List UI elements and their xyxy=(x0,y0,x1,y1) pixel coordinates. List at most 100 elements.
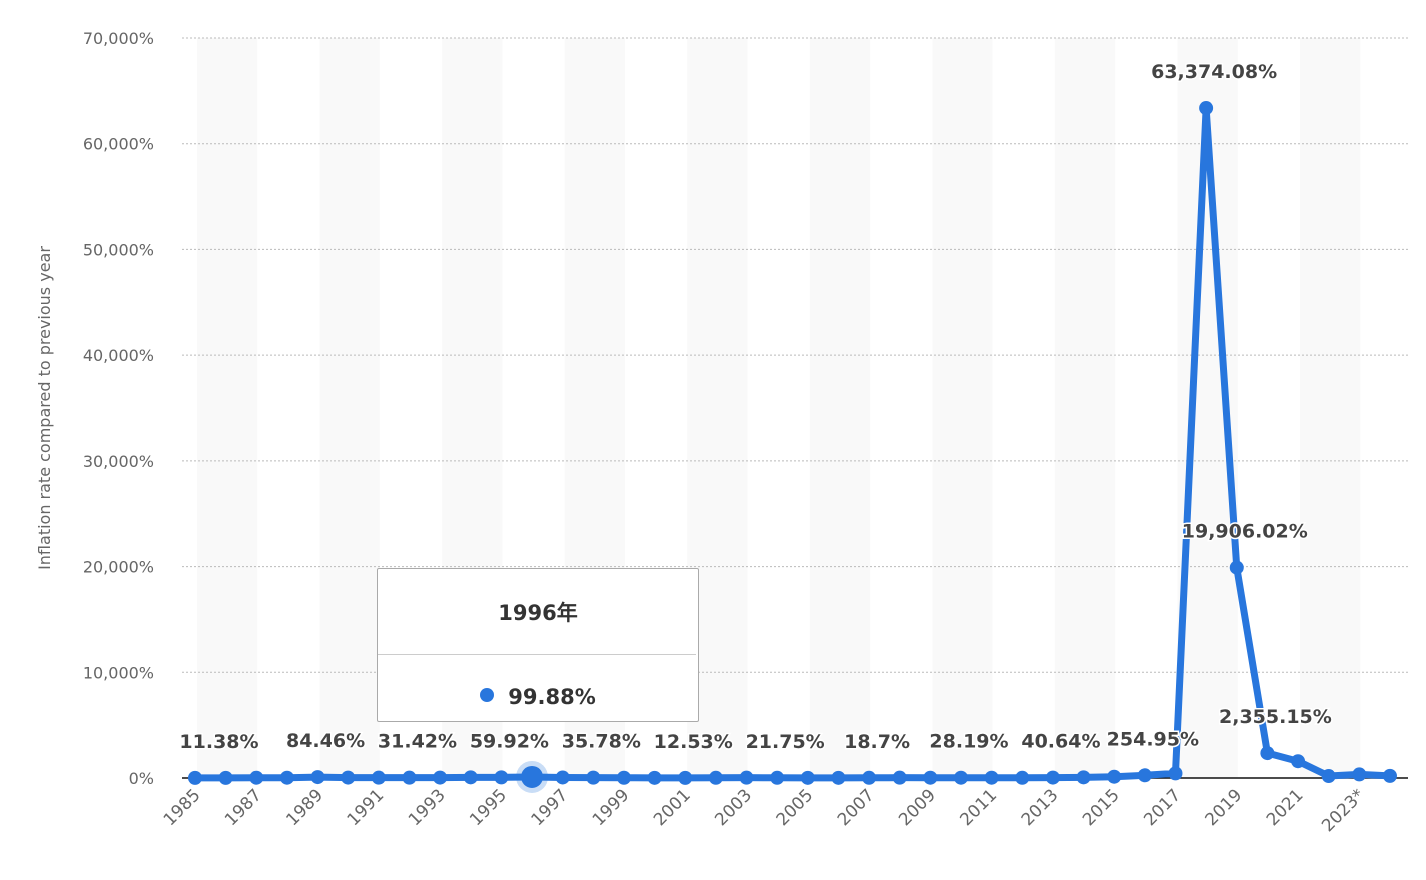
y-tick-label: 40,000% xyxy=(83,346,154,365)
data-point[interactable] xyxy=(586,770,601,785)
data-point[interactable] xyxy=(1137,768,1152,783)
x-tick-label: 2021 xyxy=(1263,785,1308,830)
data-label: 31.42% xyxy=(378,731,457,753)
data-point[interactable] xyxy=(984,770,999,785)
data-point[interactable] xyxy=(647,770,662,785)
data-label: 254.95% xyxy=(1107,728,1199,750)
y-axis-ticks: 0% 10,000% 20,000% 30,000% 40,000% 50,000% 60,… xyxy=(83,29,154,788)
x-tick-label: 2019 xyxy=(1202,785,1247,830)
data-point[interactable] xyxy=(770,770,785,785)
data-label: 28.19% xyxy=(929,731,1008,753)
data-point[interactable] xyxy=(739,770,754,785)
data-label: 35.78% xyxy=(562,731,641,753)
data-label: 63,374.08% xyxy=(1151,61,1277,83)
band xyxy=(932,38,993,778)
x-tick-label: 2011 xyxy=(956,785,1001,830)
tooltip-divider xyxy=(378,654,696,655)
x-tick-label: 1985 xyxy=(160,785,205,830)
data-labels: 11.38% 84.46% 31.42% 59.92% 35.78% 12.53% 21.7… xyxy=(178,60,1333,755)
band xyxy=(197,38,258,778)
data-point[interactable] xyxy=(1199,101,1214,116)
data-label: 12.53% xyxy=(654,731,733,753)
data-label: 18.7% xyxy=(844,731,910,753)
data-point[interactable] xyxy=(371,770,386,785)
band xyxy=(1054,38,1116,778)
tooltip: 1996年 99.88% xyxy=(377,568,699,722)
band xyxy=(1300,38,1361,778)
data-point[interactable] xyxy=(678,770,693,785)
data-point[interactable] xyxy=(188,770,202,785)
y-tick-label: 30,000% xyxy=(83,452,154,471)
data-point[interactable] xyxy=(310,770,325,785)
y-tick-label: 70,000% xyxy=(83,29,154,48)
data-point[interactable] xyxy=(1076,770,1091,785)
data-point[interactable] xyxy=(1045,770,1060,785)
gridlines xyxy=(182,37,1408,673)
x-tick-label: 2015 xyxy=(1079,785,1124,830)
y-tick-label: 0% xyxy=(129,769,154,788)
data-label: 11.38% xyxy=(179,731,258,753)
band xyxy=(319,38,380,778)
data-point[interactable] xyxy=(494,770,509,785)
series-dot-icon xyxy=(480,688,495,702)
x-tick-label: 1987 xyxy=(221,785,266,830)
tooltip-title: 1996年 xyxy=(498,601,578,625)
tooltip-value: 99.88% xyxy=(508,685,596,709)
data-point-highlighted[interactable] xyxy=(521,765,544,788)
data-point[interactable] xyxy=(279,770,294,785)
data-label: 19,906.02% xyxy=(1182,521,1308,543)
x-tick-label: 2001 xyxy=(650,785,695,830)
series-points[interactable] xyxy=(188,101,1397,793)
data-point[interactable] xyxy=(892,770,907,785)
data-point[interactable] xyxy=(1168,766,1183,781)
tooltip-value-row: 99.88% xyxy=(378,685,698,709)
x-tick-label: 1993 xyxy=(405,785,450,830)
data-point[interactable] xyxy=(1229,560,1244,575)
x-tick-label: 2009 xyxy=(895,785,940,830)
data-point[interactable] xyxy=(831,770,846,785)
x-tick-label: 1989 xyxy=(282,785,327,830)
data-point[interactable] xyxy=(402,770,417,785)
y-tick-label: 10,000% xyxy=(83,663,154,682)
data-point[interactable] xyxy=(862,770,877,785)
x-tick-label: 2017 xyxy=(1140,785,1185,830)
data-point[interactable] xyxy=(463,770,478,785)
data-point[interactable] xyxy=(555,770,570,785)
data-label: 2,355.15% xyxy=(1219,706,1332,728)
y-axis-label: Inflation rate compared to previous year xyxy=(35,246,54,570)
data-point[interactable] xyxy=(433,770,448,785)
series-polyline xyxy=(194,104,1391,782)
y-tick-label: 60,000% xyxy=(83,135,154,154)
data-point[interactable] xyxy=(923,770,938,785)
data-label: 84.46% xyxy=(286,730,365,752)
data-point[interactable] xyxy=(1321,769,1336,784)
data-point[interactable] xyxy=(249,770,264,785)
data-point[interactable] xyxy=(1382,768,1397,783)
x-tick-label: 2005 xyxy=(773,785,818,830)
data-point[interactable] xyxy=(954,770,968,785)
band xyxy=(809,38,871,778)
data-point[interactable] xyxy=(1352,767,1367,782)
data-point[interactable] xyxy=(800,770,815,785)
data-point[interactable] xyxy=(1291,754,1306,769)
data-label: 59.92% xyxy=(470,730,549,752)
data-label: 21.75% xyxy=(746,731,825,753)
data-point[interactable] xyxy=(218,770,233,785)
x-axis-ticks: 1985 1987 1989 1991 1993 1995 1997 1999 2001 2003… xyxy=(160,785,1369,836)
x-tick-label: 2013 xyxy=(1018,785,1063,830)
x-tick-label: 2023* xyxy=(1318,785,1369,836)
data-point[interactable] xyxy=(708,770,723,785)
data-point[interactable] xyxy=(616,770,631,785)
x-tick-label: 1991 xyxy=(344,785,389,830)
series-line xyxy=(194,104,1391,782)
y-tick-label: 20,000% xyxy=(83,558,154,577)
y-tick-label: 50,000% xyxy=(83,240,154,259)
data-label: 40.64% xyxy=(1021,731,1100,753)
data-point[interactable] xyxy=(1260,746,1275,761)
data-point[interactable] xyxy=(1107,769,1122,784)
x-tick-label: 2003 xyxy=(711,785,756,830)
data-point[interactable] xyxy=(341,770,356,785)
data-point[interactable] xyxy=(1015,770,1030,785)
x-tick-label: 2007 xyxy=(834,785,879,830)
